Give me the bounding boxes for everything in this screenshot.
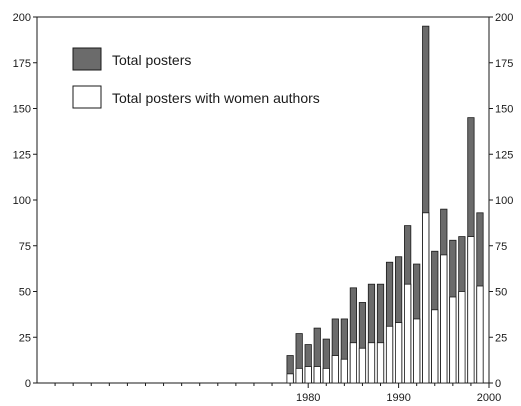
y-tick-label-left-175: 175 <box>13 58 31 70</box>
bar-women-1994 <box>431 309 439 384</box>
y-tick-label-right-175: 175 <box>495 58 513 70</box>
bar-women-1996 <box>449 296 457 384</box>
x-tick-label-2000: 2000 <box>477 392 501 404</box>
bar-women-1989 <box>385 325 394 384</box>
bar-women-1993 <box>422 212 430 384</box>
x-tick-label-1990: 1990 <box>386 392 410 404</box>
legend-item-total-posters: Total posters <box>72 47 191 71</box>
bar-women-1985 <box>349 342 358 384</box>
y-tick-label-left-25: 25 <box>19 332 31 344</box>
y-axis-left: 0 25 50 75 100 125 150 175 200 <box>13 12 37 390</box>
bar-women-1979 <box>295 367 303 384</box>
bar-women-1992 <box>413 318 421 384</box>
bar-women-1995 <box>440 254 448 384</box>
y-tick-label-left-100: 100 <box>13 195 31 207</box>
legend-item-women-authors: Total posters with women authors <box>72 85 320 109</box>
y-tick-label-left-150: 150 <box>13 104 31 116</box>
y-tick-label-right-100: 100 <box>495 195 513 207</box>
y-tick-label-right-25: 25 <box>495 332 507 344</box>
bar-women-1991 <box>404 283 412 384</box>
y-tick-label-right-150: 150 <box>495 104 513 116</box>
bar-women-1986 <box>358 347 367 384</box>
legend: Total posters Total posters with women a… <box>72 47 320 109</box>
y-tick-label-left-75: 75 <box>19 241 31 253</box>
bar-women-1984 <box>340 358 348 384</box>
y-tick-label-left-200: 200 <box>13 12 31 24</box>
bar-women-1987 <box>367 342 376 384</box>
legend-label-women-authors: Total posters with women authors <box>112 90 320 106</box>
bar-women-1981 <box>313 366 321 384</box>
bar-women-1980 <box>304 366 312 384</box>
y-tick-label-right-50: 50 <box>495 287 507 299</box>
bar-women-1978 <box>286 373 294 384</box>
bar-women-1983 <box>331 355 339 384</box>
y-tick-label-right-75: 75 <box>495 241 507 253</box>
bar-women-1988 <box>376 342 385 384</box>
y-tick-label-left-125: 125 <box>13 149 31 161</box>
legend-label-total-posters: Total posters <box>112 52 191 68</box>
x-axis: 1980 1990 2000 <box>54 383 501 404</box>
y-tick-label-right-125: 125 <box>495 149 513 161</box>
y-tick-label-left-0: 0 <box>25 378 31 390</box>
y-tick-label-left-50: 50 <box>19 287 31 299</box>
bar-women-1999 <box>476 285 484 384</box>
y-tick-label-right-0: 0 <box>495 378 501 390</box>
legend-swatch-women-authors <box>72 85 102 109</box>
x-tick-label-1980: 1980 <box>296 392 320 404</box>
bars-group <box>286 25 484 384</box>
plot-frame <box>36 16 490 384</box>
legend-swatch-total-posters <box>72 47 102 71</box>
bar-women-1997 <box>458 291 466 384</box>
y-axis-right: 0 25 50 75 100 125 150 175 200 <box>489 12 513 390</box>
bar-women-1982 <box>322 367 330 384</box>
bar-women-1990 <box>394 322 403 384</box>
y-tick-label-right-200: 200 <box>495 12 513 24</box>
bar-women-1998 <box>467 236 475 384</box>
